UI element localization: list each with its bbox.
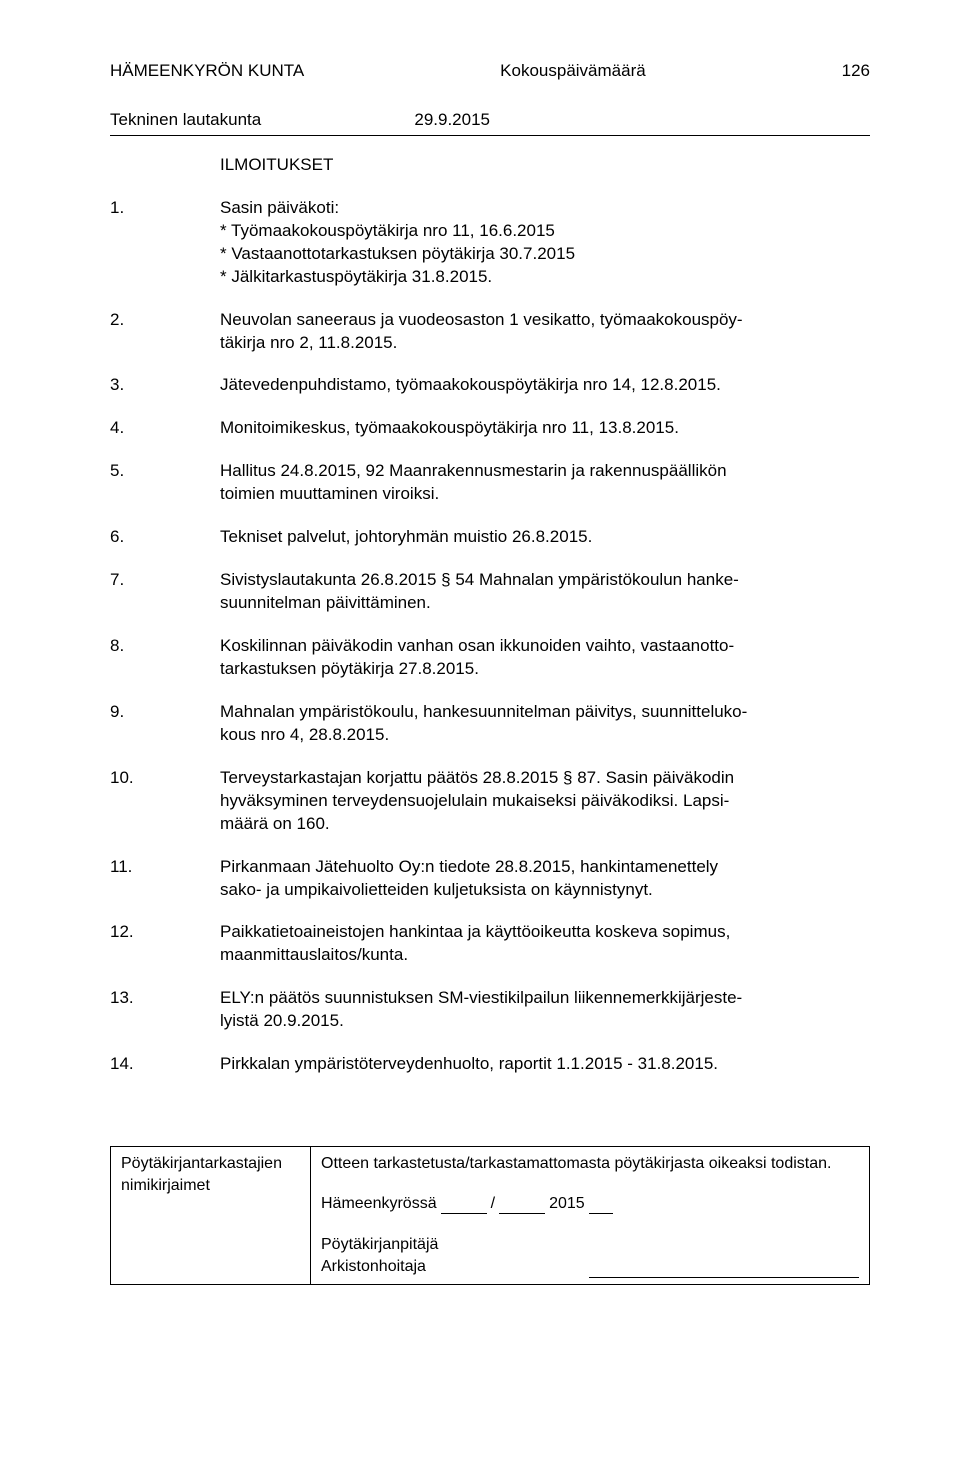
item-line: määrä on 160. <box>220 813 870 836</box>
footer-signature-line <box>589 1261 859 1278</box>
org-name: HÄMEENKYRÖN KUNTA <box>110 60 304 83</box>
header-rule <box>110 135 870 136</box>
item-body: Koskilinnan päiväkodin vanhan osan ikkun… <box>220 635 870 681</box>
item-number: 9. <box>110 701 220 747</box>
list-item: 7.Sivistyslautakunta 26.8.2015 § 54 Mahn… <box>110 569 870 615</box>
list-item: 5.Hallitus 24.8.2015, 92 Maanrakennusmes… <box>110 460 870 506</box>
item-number: 8. <box>110 635 220 681</box>
item-line: * Jälkitarkastuspöytäkirja 31.8.2015. <box>220 266 870 289</box>
footer-slash: / <box>491 1193 495 1215</box>
item-number: 14. <box>110 1053 220 1076</box>
footer-year: 2015 <box>549 1193 585 1215</box>
list-item: 6.Tekniset palvelut, johtoryhmän muistio… <box>110 526 870 549</box>
item-body: Tekniset palvelut, johtoryhmän muistio 2… <box>220 526 870 549</box>
list-item: 2.Neuvolan saneeraus ja vuodeosaston 1 v… <box>110 309 870 355</box>
item-line: toimien muuttaminen viroiksi. <box>220 483 870 506</box>
item-line: * Työmaakokouspöytäkirja nro 11, 16.6.20… <box>220 220 870 243</box>
item-body: Hallitus 24.8.2015, 92 Maanrakennusmesta… <box>220 460 870 506</box>
list-item: 4.Monitoimikeskus, työmaakokouspöytäkirj… <box>110 417 870 440</box>
page-header: HÄMEENKYRÖN KUNTA Kokouspäivämäärä 126 <box>110 60 870 83</box>
item-number: 7. <box>110 569 220 615</box>
item-number: 3. <box>110 374 220 397</box>
item-body: Monitoimikeskus, työmaakokouspöytäkirja … <box>220 417 870 440</box>
item-line: Paikkatietoaineistojen hankintaa ja käyt… <box>220 921 870 944</box>
item-body: Jätevedenpuhdistamo, työmaakokouspöytäki… <box>220 374 870 397</box>
list-item: 12.Paikkatietoaineistojen hankintaa ja k… <box>110 921 870 967</box>
item-body: Terveystarkastajan korjattu päätös 28.8.… <box>220 767 870 836</box>
item-number: 10. <box>110 767 220 836</box>
item-line: ELY:n päätös suunnistuksen SM-viestikilp… <box>220 987 870 1010</box>
item-line: * Vastaanottotarkastuksen pöytäkirja 30.… <box>220 243 870 266</box>
item-line: Terveystarkastajan korjattu päätös 28.8.… <box>220 767 870 790</box>
committee-name: Tekninen lautakunta <box>110 109 261 132</box>
item-line: Pirkkalan ympäristöterveydenhuolto, rapo… <box>220 1053 870 1076</box>
footer-box: Pöytäkirjantarkastajien nimikirjaimet Ot… <box>110 1146 870 1284</box>
item-line: maanmittauslaitos/kunta. <box>220 944 870 967</box>
item-body: Sivistyslautakunta 26.8.2015 § 54 Mahnal… <box>220 569 870 615</box>
footer-blank-year-suffix <box>589 1199 613 1214</box>
item-number: 5. <box>110 460 220 506</box>
list-item: 11.Pirkanmaan Jätehuolto Oy:n tiedote 28… <box>110 856 870 902</box>
item-number: 2. <box>110 309 220 355</box>
list-item: 13.ELY:n päätös suunnistuksen SM-viestik… <box>110 987 870 1033</box>
item-line: lyistä 20.9.2015. <box>220 1010 870 1033</box>
item-line: hyväksyminen terveydensuojelulain mukais… <box>220 790 870 813</box>
footer-left-line1: Pöytäkirjantarkastajien <box>121 1153 300 1175</box>
item-body: Pirkanmaan Jätehuolto Oy:n tiedote 28.8.… <box>220 856 870 902</box>
footer-left-line2: nimikirjaimet <box>121 1175 300 1197</box>
list-item: 9.Mahnalan ympäristökoulu, hankesuunnite… <box>110 701 870 747</box>
footer-blank-day <box>441 1199 487 1214</box>
item-line: Mahnalan ympäristökoulu, hankesuunnitelm… <box>220 701 870 724</box>
item-number: 4. <box>110 417 220 440</box>
item-body: Paikkatietoaineistojen hankintaa ja käyt… <box>220 921 870 967</box>
item-number: 1. <box>110 197 220 289</box>
item-body: Pirkkalan ympäristöterveydenhuolto, rapo… <box>220 1053 870 1076</box>
section-title: ILMOITUKSET <box>220 154 870 177</box>
list-item: 14.Pirkkalan ympäristöterveydenhuolto, r… <box>110 1053 870 1076</box>
item-line: kous nro 4, 28.8.2015. <box>220 724 870 747</box>
item-line: sako- ja umpikaivolietteiden kuljetuksis… <box>220 879 870 902</box>
item-line: Tekniset palvelut, johtoryhmän muistio 2… <box>220 526 870 549</box>
item-line: Neuvolan saneeraus ja vuodeosaston 1 ves… <box>220 309 870 332</box>
item-body: Sasin päiväkoti:* Työmaakokouspöytäkirja… <box>220 197 870 289</box>
list-item: 10.Terveystarkastajan korjattu päätös 28… <box>110 767 870 836</box>
item-line: Hallitus 24.8.2015, 92 Maanrakennusmesta… <box>220 460 870 483</box>
footer-sig-role2: Arkistonhoitaja <box>321 1256 438 1278</box>
item-body: Neuvolan saneeraus ja vuodeosaston 1 ves… <box>220 309 870 355</box>
item-line: Pirkanmaan Jätehuolto Oy:n tiedote 28.8.… <box>220 856 870 879</box>
item-line: suunnitelman päivittäminen. <box>220 592 870 615</box>
footer-signature-block: Pöytäkirjanpitäjä Arkistonhoitaja <box>321 1234 859 1277</box>
item-number: 13. <box>110 987 220 1033</box>
list-item: 3.Jätevedenpuhdistamo, työmaakokouspöytä… <box>110 374 870 397</box>
item-line: Sivistyslautakunta 26.8.2015 § 54 Mahnal… <box>220 569 870 592</box>
item-line: Koskilinnan päiväkodin vanhan osan ikkun… <box>220 635 870 658</box>
item-number: 12. <box>110 921 220 967</box>
meeting-date: 29.9.2015 <box>414 109 490 132</box>
footer-date-line: Hämeenkyrössä / 2015 <box>321 1193 859 1215</box>
subheader: Tekninen lautakunta 29.9.2015 <box>110 109 870 132</box>
item-line: Jätevedenpuhdistamo, työmaakokouspöytäki… <box>220 374 870 397</box>
item-body: ELY:n päätös suunnistuksen SM-viestikilp… <box>220 987 870 1033</box>
footer-attest-text: Otteen tarkastetusta/tarkastamattomasta … <box>321 1153 859 1175</box>
page-number: 126 <box>842 60 870 83</box>
footer-blank-month <box>499 1199 545 1214</box>
list-item: 8.Koskilinnan päiväkodin vanhan osan ikk… <box>110 635 870 681</box>
footer-left: Pöytäkirjantarkastajien nimikirjaimet <box>111 1147 311 1283</box>
item-line: Monitoimikeskus, työmaakokouspöytäkirja … <box>220 417 870 440</box>
item-line: Sasin päiväkoti: <box>220 197 870 220</box>
items-list: 1.Sasin päiväkoti:* Työmaakokouspöytäkir… <box>110 197 870 1076</box>
footer-sig-labels: Pöytäkirjanpitäjä Arkistonhoitaja <box>321 1234 438 1277</box>
date-label: Kokouspäivämäärä <box>500 60 646 83</box>
item-number: 6. <box>110 526 220 549</box>
item-body: Mahnalan ympäristökoulu, hankesuunnitelm… <box>220 701 870 747</box>
item-line: tarkastuksen pöytäkirja 27.8.2015. <box>220 658 870 681</box>
item-line: täkirja nro 2, 11.8.2015. <box>220 332 870 355</box>
footer-right: Otteen tarkastetusta/tarkastamattomasta … <box>311 1147 869 1283</box>
footer-place: Hämeenkyrössä <box>321 1193 437 1215</box>
footer-sig-role1: Pöytäkirjanpitäjä <box>321 1234 438 1256</box>
list-item: 1.Sasin päiväkoti:* Työmaakokouspöytäkir… <box>110 197 870 289</box>
item-number: 11. <box>110 856 220 902</box>
document-page: HÄMEENKYRÖN KUNTA Kokouspäivämäärä 126 T… <box>0 0 960 1345</box>
